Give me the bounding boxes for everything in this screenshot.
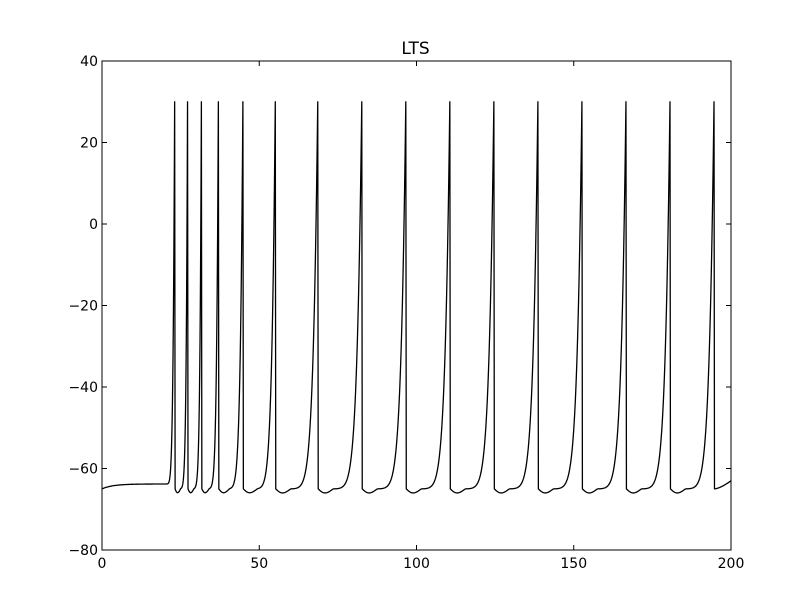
chart-title: LTS <box>401 39 429 59</box>
y-tick-label: −80 <box>68 543 98 559</box>
x-tick-label: 150 <box>560 556 587 572</box>
y-tick-label: 40 <box>80 54 98 70</box>
y-tick-label: 20 <box>80 136 98 152</box>
voltage-trace-line <box>101 101 732 494</box>
plot-frame <box>101 60 732 551</box>
y-tick-label: 0 <box>89 217 98 233</box>
y-tick-label: −40 <box>68 380 98 396</box>
y-tick-label: −20 <box>68 299 98 315</box>
x-tick-label: 200 <box>718 556 745 572</box>
y-tick-label: −60 <box>68 462 98 478</box>
ticks-layer <box>101 60 732 551</box>
x-tick-label: 50 <box>250 556 268 572</box>
x-tick-label: 0 <box>98 556 107 572</box>
x-tick-label: 100 <box>403 556 430 572</box>
